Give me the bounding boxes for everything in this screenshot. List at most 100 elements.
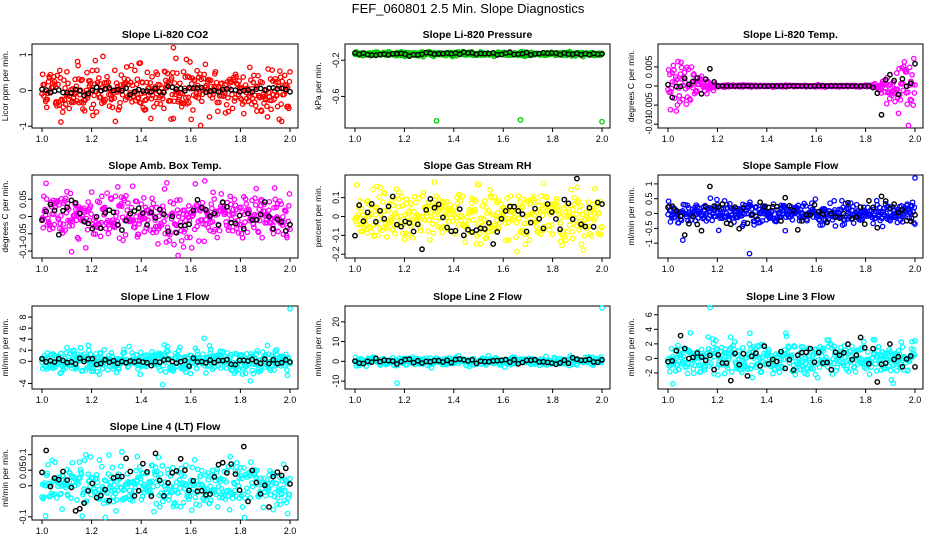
data-point bbox=[691, 207, 698, 214]
data-point bbox=[188, 244, 195, 251]
data-point bbox=[198, 98, 205, 105]
data-point bbox=[59, 97, 65, 104]
reference-point bbox=[748, 353, 755, 360]
data-point bbox=[68, 248, 75, 255]
x-tick-label: 1.0 bbox=[36, 395, 49, 405]
reference-point bbox=[803, 349, 810, 356]
reference-point bbox=[548, 209, 555, 216]
data-point bbox=[69, 459, 76, 466]
data-point bbox=[852, 368, 859, 375]
reference-point bbox=[131, 208, 138, 214]
data-point bbox=[414, 219, 421, 226]
data-point bbox=[72, 76, 78, 83]
reference-point bbox=[39, 217, 45, 224]
reference-point bbox=[194, 196, 201, 203]
reference-point bbox=[106, 207, 113, 214]
data-point bbox=[439, 229, 446, 236]
data-point bbox=[67, 190, 74, 197]
data-point bbox=[118, 72, 125, 78]
data-point bbox=[233, 73, 239, 80]
data-point bbox=[907, 96, 914, 103]
y-tick-label: -0.01 bbox=[644, 114, 654, 135]
data-point bbox=[142, 106, 149, 113]
reference-point bbox=[715, 204, 722, 211]
y-tick-label: 0 bbox=[18, 214, 28, 219]
data-point bbox=[102, 514, 109, 521]
data-point bbox=[588, 233, 595, 239]
data-point bbox=[180, 244, 187, 250]
data-point bbox=[438, 204, 445, 211]
reference-point bbox=[702, 203, 709, 210]
data-point bbox=[412, 199, 419, 206]
reference-point bbox=[582, 223, 589, 230]
y-axis-label: ml/min per min. bbox=[313, 318, 323, 376]
reference-point bbox=[43, 87, 50, 93]
reference-point bbox=[895, 209, 902, 216]
data-point bbox=[577, 202, 584, 209]
panel-title: Slope Line 1 Flow bbox=[121, 291, 211, 303]
reference-point bbox=[278, 359, 285, 366]
data-point bbox=[487, 187, 493, 193]
data-point bbox=[909, 71, 915, 78]
data-point bbox=[747, 199, 753, 206]
reference-point bbox=[444, 224, 450, 231]
reference-point bbox=[266, 213, 272, 220]
reference-point bbox=[878, 111, 885, 118]
reference-point bbox=[502, 208, 509, 214]
data-point bbox=[209, 205, 215, 212]
data-point bbox=[161, 186, 168, 192]
data-point bbox=[177, 197, 183, 203]
data-point bbox=[860, 339, 867, 345]
data-point bbox=[123, 64, 130, 70]
data-point bbox=[120, 346, 127, 353]
data-point bbox=[513, 219, 520, 226]
data-point bbox=[477, 241, 484, 247]
data-point bbox=[534, 198, 541, 205]
y-tick-label: 0.05 bbox=[18, 461, 28, 479]
data-point bbox=[182, 226, 189, 232]
data-point bbox=[396, 189, 403, 196]
data-point bbox=[682, 201, 688, 208]
data-point bbox=[678, 64, 685, 71]
reference-point bbox=[282, 86, 289, 93]
data-point bbox=[157, 367, 164, 374]
data-point bbox=[62, 101, 69, 108]
reference-point bbox=[177, 85, 184, 92]
data-point bbox=[353, 181, 360, 188]
data-point bbox=[101, 204, 108, 211]
reference-point bbox=[677, 332, 684, 339]
data-point bbox=[123, 192, 129, 199]
reference-point bbox=[853, 214, 860, 221]
data-point bbox=[472, 206, 479, 213]
data-point bbox=[252, 195, 258, 202]
data-point bbox=[389, 197, 395, 203]
data-point bbox=[666, 368, 673, 375]
data-point bbox=[898, 339, 905, 345]
data-point bbox=[259, 79, 266, 86]
x-tick-label: 1.8 bbox=[234, 134, 247, 144]
data-point bbox=[684, 370, 691, 377]
reference-point bbox=[887, 341, 893, 347]
reference-point bbox=[39, 469, 45, 476]
data-point bbox=[181, 229, 187, 235]
data-point bbox=[488, 194, 495, 201]
data-point bbox=[231, 98, 238, 104]
y-axis-label: degrees C per min. bbox=[626, 50, 636, 122]
data-point bbox=[277, 68, 283, 74]
data-point bbox=[40, 225, 47, 231]
data-point bbox=[286, 78, 293, 85]
data-point bbox=[911, 90, 918, 96]
data-point bbox=[128, 62, 135, 69]
data-point bbox=[77, 344, 84, 351]
reference-point bbox=[232, 220, 239, 227]
data-point bbox=[906, 64, 913, 71]
data-point bbox=[500, 204, 506, 211]
outlier-point bbox=[679, 237, 686, 244]
data-point bbox=[232, 95, 238, 101]
x-tick-label: 2.0 bbox=[596, 395, 609, 405]
data-point bbox=[90, 112, 96, 119]
x-tick-label: 1.8 bbox=[546, 264, 559, 274]
data-point bbox=[250, 79, 257, 86]
